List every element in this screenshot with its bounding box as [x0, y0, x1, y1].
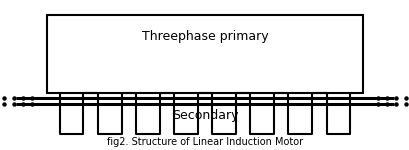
Bar [47, 15, 362, 93]
Text: Secondary: Secondary [171, 109, 238, 122]
Text: Threephase primary: Threephase primary [142, 30, 267, 43]
Text: fig2. Structure of Linear Induction Motor: fig2. Structure of Linear Induction Moto… [107, 137, 302, 147]
